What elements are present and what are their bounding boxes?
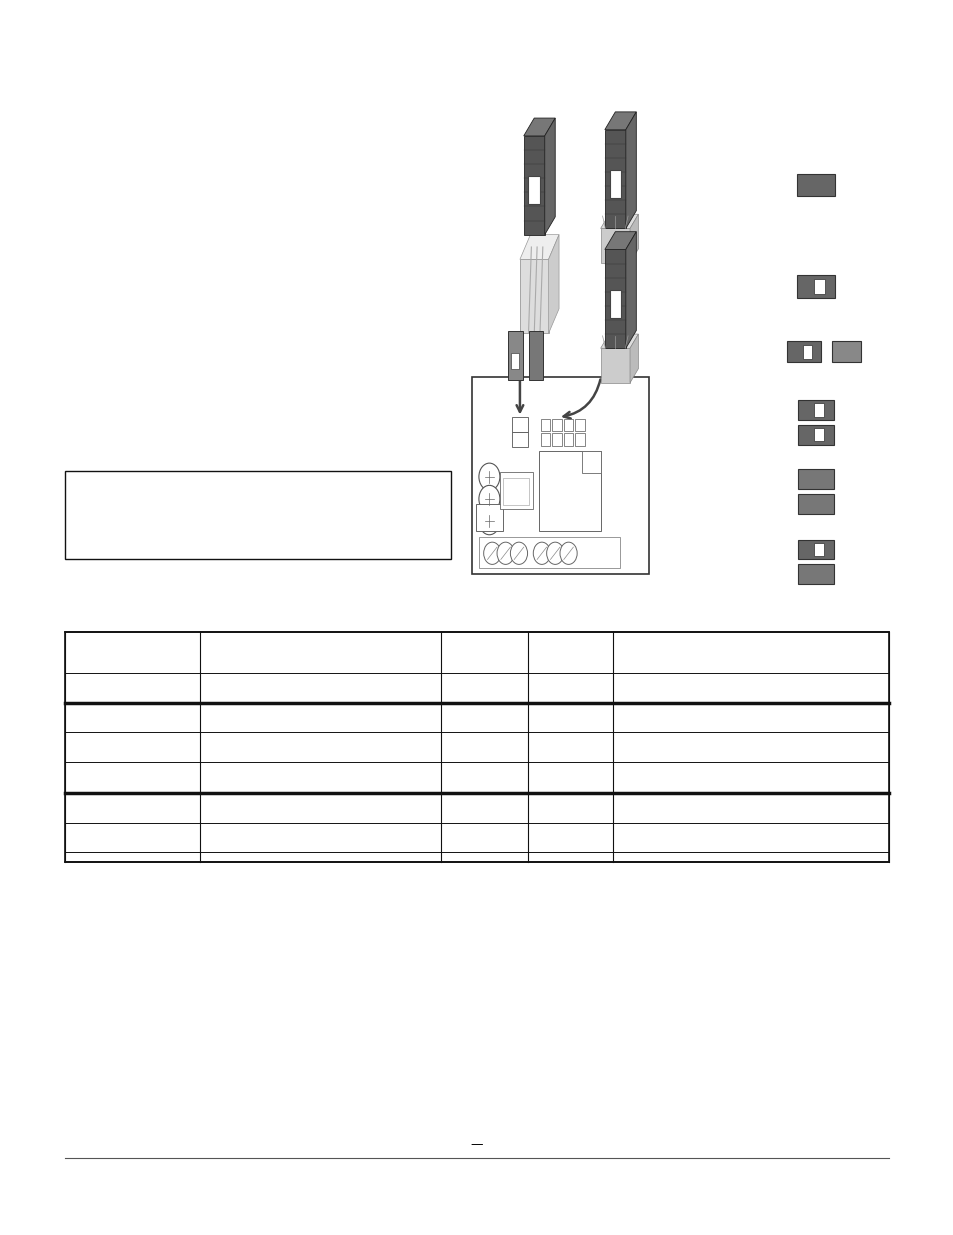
Circle shape <box>478 485 499 513</box>
FancyBboxPatch shape <box>796 275 834 298</box>
Polygon shape <box>629 333 638 383</box>
Circle shape <box>478 508 499 535</box>
FancyBboxPatch shape <box>507 331 522 380</box>
FancyBboxPatch shape <box>552 419 561 431</box>
Polygon shape <box>604 249 625 348</box>
FancyBboxPatch shape <box>512 417 527 432</box>
FancyBboxPatch shape <box>472 377 648 574</box>
Polygon shape <box>604 232 636 249</box>
Polygon shape <box>581 451 600 473</box>
FancyBboxPatch shape <box>797 540 833 559</box>
FancyBboxPatch shape <box>797 425 833 445</box>
Polygon shape <box>625 112 636 228</box>
FancyBboxPatch shape <box>511 353 518 368</box>
Circle shape <box>483 542 500 564</box>
Circle shape <box>497 542 514 564</box>
Circle shape <box>510 542 527 564</box>
Polygon shape <box>625 232 636 348</box>
FancyBboxPatch shape <box>529 331 542 380</box>
Polygon shape <box>604 130 625 228</box>
Circle shape <box>559 542 577 564</box>
Polygon shape <box>600 348 629 383</box>
FancyBboxPatch shape <box>797 564 833 584</box>
FancyBboxPatch shape <box>797 469 833 489</box>
FancyBboxPatch shape <box>813 404 823 416</box>
FancyBboxPatch shape <box>552 433 561 446</box>
Polygon shape <box>519 235 558 259</box>
Polygon shape <box>600 333 638 348</box>
Polygon shape <box>523 136 544 235</box>
FancyBboxPatch shape <box>512 432 527 447</box>
FancyBboxPatch shape <box>540 419 550 431</box>
FancyBboxPatch shape <box>65 632 888 862</box>
FancyBboxPatch shape <box>575 433 584 446</box>
FancyBboxPatch shape <box>502 478 529 505</box>
Circle shape <box>533 542 550 564</box>
FancyBboxPatch shape <box>478 537 619 568</box>
FancyBboxPatch shape <box>797 400 833 420</box>
Polygon shape <box>544 119 555 235</box>
FancyBboxPatch shape <box>786 341 821 363</box>
Polygon shape <box>600 228 629 263</box>
FancyBboxPatch shape <box>813 543 823 556</box>
FancyBboxPatch shape <box>813 279 824 294</box>
Polygon shape <box>523 119 555 136</box>
FancyBboxPatch shape <box>609 290 620 317</box>
Polygon shape <box>600 214 638 228</box>
Circle shape <box>546 542 563 564</box>
FancyBboxPatch shape <box>499 472 533 509</box>
Polygon shape <box>629 214 638 263</box>
FancyBboxPatch shape <box>609 170 620 198</box>
Polygon shape <box>548 235 558 333</box>
FancyBboxPatch shape <box>575 419 584 431</box>
FancyBboxPatch shape <box>797 494 833 514</box>
FancyBboxPatch shape <box>831 341 860 363</box>
Polygon shape <box>604 112 636 130</box>
Text: —: — <box>470 1139 483 1151</box>
FancyBboxPatch shape <box>476 504 502 531</box>
FancyBboxPatch shape <box>563 433 573 446</box>
Polygon shape <box>519 259 548 333</box>
FancyBboxPatch shape <box>802 345 812 359</box>
FancyBboxPatch shape <box>65 471 451 559</box>
FancyBboxPatch shape <box>528 177 539 204</box>
FancyBboxPatch shape <box>813 429 823 441</box>
FancyBboxPatch shape <box>538 451 600 531</box>
FancyBboxPatch shape <box>796 174 834 196</box>
FancyBboxPatch shape <box>563 419 573 431</box>
Circle shape <box>478 463 499 490</box>
FancyBboxPatch shape <box>540 433 550 446</box>
